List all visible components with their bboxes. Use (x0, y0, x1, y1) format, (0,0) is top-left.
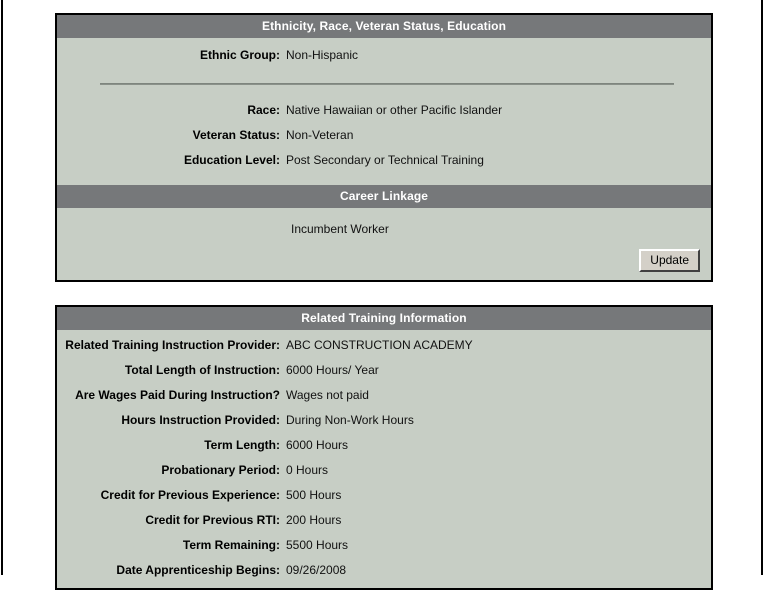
value-total-length: 6000 Hours/ Year (286, 363, 379, 377)
page-frame-left-border (1, 0, 3, 575)
value-date-apprenticeship-begins: 09/26/2008 (286, 563, 347, 577)
section-divider-wrap (57, 73, 711, 95)
top-spacer (55, 0, 713, 13)
section-divider (100, 83, 674, 85)
field-row-term-remaining: Term Remaining: 5500 Hours (57, 538, 711, 563)
label-date-apprenticeship-begins: Date Apprenticeship Begins: (116, 563, 280, 577)
panel-body-ethnicity: Ethnic Group: Non-Hispanic Race: Native … (57, 38, 711, 185)
label-credit-previous-experience: Credit for Previous Experience: (100, 488, 280, 502)
label-race: Race: (247, 103, 280, 117)
value-term-length: 6000 Hours (286, 438, 349, 452)
divider-spacer (57, 95, 711, 103)
value-probationary-period: 0 Hours (286, 463, 329, 477)
value-credit-previous-experience: 500 Hours (286, 488, 342, 502)
value-ethnic-group: Non-Hispanic (286, 48, 359, 62)
label-hours-provided: Hours Instruction Provided: (121, 413, 280, 427)
value-hours-provided: During Non-Work Hours (286, 413, 414, 427)
update-button-wrap: Update (639, 249, 700, 272)
panel-gap-spacer (55, 282, 713, 305)
value-term-remaining: 5500 Hours (286, 538, 349, 552)
field-row-total-length: Total Length of Instruction: 6000 Hours/… (57, 363, 711, 388)
value-credit-previous-rti: 200 Hours (286, 513, 342, 527)
panel-body-related-training: Related Training Instruction Provider: A… (57, 330, 711, 588)
value-rti-provider: ABC CONSTRUCTION ACADEMY (286, 338, 473, 352)
field-row-veteran-status: Veteran Status: Non-Veteran (57, 128, 711, 153)
field-row-credit-previous-experience: Credit for Previous Experience: 500 Hour… (57, 488, 711, 513)
value-education-level: Post Secondary or Technical Training (286, 153, 484, 167)
label-term-length: Term Length: (204, 438, 280, 452)
field-row-hours-provided: Hours Instruction Provided: During Non-W… (57, 413, 711, 438)
value-race: Native Hawaiian or other Pacific Islande… (286, 103, 503, 117)
field-row-term-length: Term Length: 6000 Hours (57, 438, 711, 463)
career-status-text: Incumbent Worker (291, 222, 389, 236)
page-frame-right-border (761, 0, 763, 575)
label-education-level: Education Level: (183, 153, 280, 167)
label-wages-paid: Are Wages Paid During Instruction? (75, 388, 280, 402)
panel-body-career-linkage: Incumbent Worker Update (57, 208, 711, 280)
field-row-race: Race: Native Hawaiian or other Pacific I… (57, 103, 711, 128)
label-veteran-status: Veteran Status: (192, 128, 280, 142)
panel-body-bottom-spacer (57, 178, 711, 185)
field-row-ethnic-group: Ethnic Group: Non-Hispanic (57, 48, 711, 73)
field-row-rti-provider: Related Training Instruction Provider: A… (57, 338, 711, 363)
label-term-remaining: Term Remaining: (182, 538, 280, 552)
related-training-card: Related Training Information Related Tra… (55, 305, 713, 590)
label-probationary-period: Probationary Period: (161, 463, 280, 477)
demographics-card: Ethnicity, Race, Veteran Status, Educati… (55, 13, 713, 282)
label-ethnic-group: Ethnic Group: (200, 48, 280, 62)
label-credit-previous-rti: Credit for Previous RTI: (145, 513, 280, 527)
label-rti-provider: Related Training Instruction Provider: (65, 338, 280, 352)
value-veteran-status: Non-Veteran (286, 128, 354, 142)
field-row-date-apprenticeship-begins: Date Apprenticeship Begins: 09/26/2008 (57, 563, 711, 588)
panel-header-related-training: Related Training Information (57, 307, 711, 330)
value-wages-paid: Wages not paid (286, 388, 369, 402)
field-row-education-level: Education Level: Post Secondary or Techn… (57, 153, 711, 178)
panel-header-ethnicity: Ethnicity, Race, Veteran Status, Educati… (57, 15, 711, 38)
field-row-wages-paid: Are Wages Paid During Instruction? Wages… (57, 388, 711, 413)
panel-header-career-linkage: Career Linkage (57, 185, 711, 208)
field-row-probationary-period: Probationary Period: 0 Hours (57, 463, 711, 488)
field-row-credit-previous-rti: Credit for Previous RTI: 200 Hours (57, 513, 711, 538)
label-total-length: Total Length of Instruction: (124, 363, 280, 377)
update-button[interactable]: Update (639, 249, 700, 272)
page-content: Ethnicity, Race, Veteran Status, Educati… (55, 0, 713, 590)
